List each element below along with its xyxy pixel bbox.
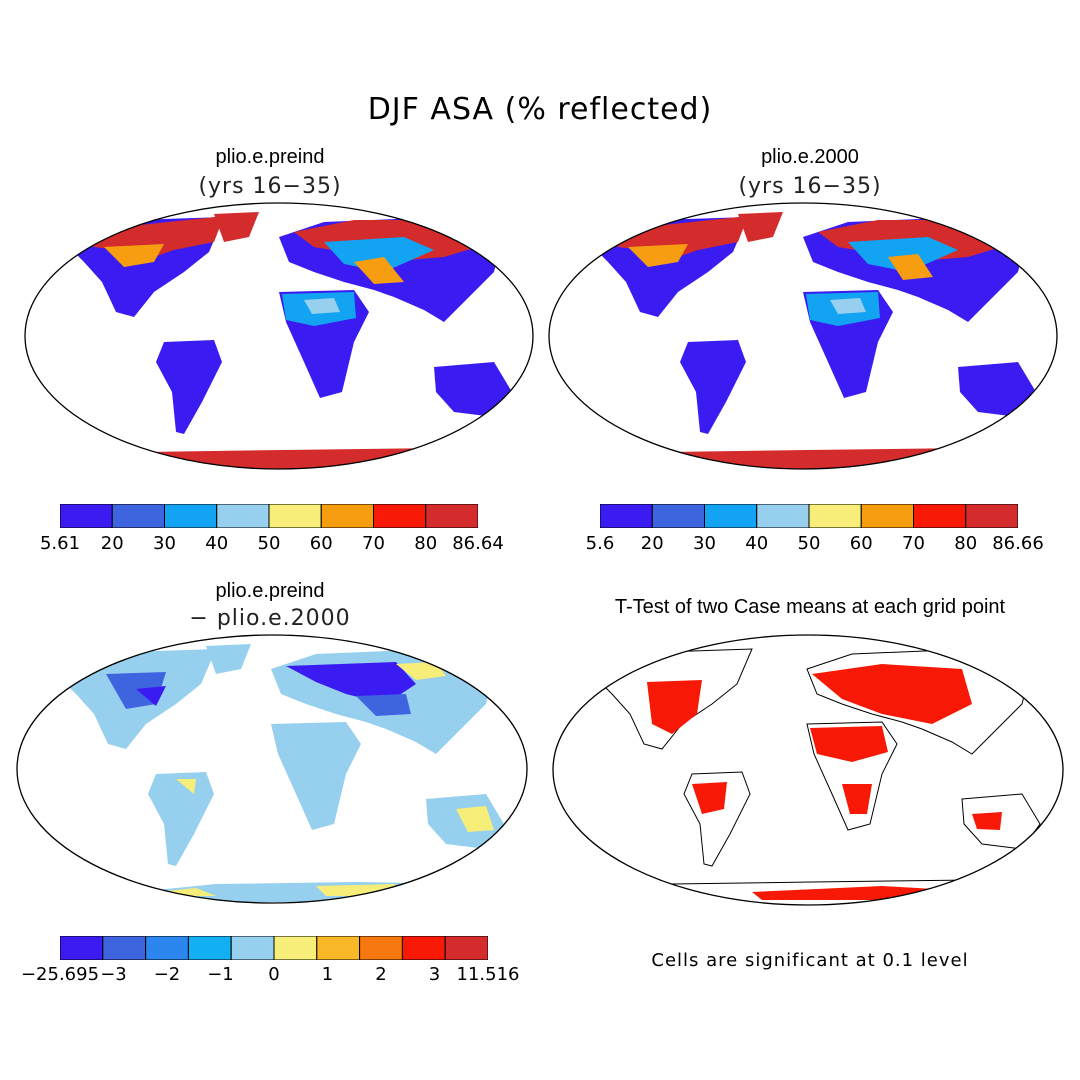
colorbar-segment xyxy=(230,935,275,961)
colorbar-segment xyxy=(59,935,104,961)
colorbar-segment xyxy=(187,935,232,961)
colorbar-segment xyxy=(808,503,862,529)
colorbar-segment xyxy=(599,503,653,529)
colorbar-label: 50 xyxy=(257,533,281,554)
colorbar-label: 1 xyxy=(321,964,334,985)
colorbar-label: −1 xyxy=(207,964,234,985)
colorbar-segment xyxy=(216,503,270,529)
colorbar-segment xyxy=(444,935,489,961)
colorbar-label: 20 xyxy=(100,533,124,554)
panel-2000-title: plio.e.2000 xyxy=(761,146,859,168)
map-2000 xyxy=(548,202,1058,470)
colorbar-label: 2 xyxy=(375,964,387,985)
map-diff-svg xyxy=(16,634,528,904)
colorbar-segment xyxy=(651,503,705,529)
australia xyxy=(434,362,512,417)
colorbar-preind xyxy=(59,503,479,532)
colorbar-segment xyxy=(316,935,361,961)
colorbar-label: 50 xyxy=(797,533,821,554)
south-america xyxy=(156,340,222,434)
colorbar-label: 0 xyxy=(268,964,280,985)
colorbar-segment xyxy=(913,503,967,529)
colorbar-label: 20 xyxy=(640,533,664,554)
antarctica xyxy=(64,448,494,469)
colorbar-label: 70 xyxy=(902,533,925,554)
significance-note: Cells are significant at 0.1 level xyxy=(651,950,969,971)
colorbar-label: 70 xyxy=(362,533,385,554)
map-diff xyxy=(16,634,528,904)
colorbar-label: 60 xyxy=(309,533,333,554)
panel-2000-subtitle: (yrs 16−35) xyxy=(738,174,882,199)
colorbar-segment xyxy=(111,503,165,529)
colorbar-segment xyxy=(164,503,218,529)
colorbar-label: −2 xyxy=(153,964,181,985)
panel-preind-subtitle: (yrs 16−35) xyxy=(198,174,342,199)
panel-diff-title: plio.e.preind xyxy=(215,580,325,602)
colorbar-label: 80 xyxy=(414,533,438,554)
colorbar-label: 86.64 xyxy=(452,533,504,554)
map-ttest-svg xyxy=(552,634,1064,906)
map-2000-svg xyxy=(548,202,1058,470)
panel-preind-title: plio.e.preind xyxy=(215,146,325,168)
colorbar-segment xyxy=(965,503,1019,529)
colorbar-label: 11.516 xyxy=(456,964,520,985)
colorbar-segment xyxy=(145,935,189,961)
colorbar-segment xyxy=(756,503,810,529)
colorbar-segment xyxy=(704,503,758,529)
colorbar-diff xyxy=(59,935,489,964)
colorbar-segment xyxy=(59,503,113,529)
colorbar-label: 86.66 xyxy=(992,533,1044,554)
map-ttest xyxy=(552,634,1064,906)
map-preind-svg xyxy=(24,202,534,470)
colorbar-segment xyxy=(401,935,446,961)
colorbar-label: 3 xyxy=(428,964,441,985)
colorbar-label: 30 xyxy=(153,533,176,554)
colorbar-label: 40 xyxy=(205,533,229,554)
colorbar-segment xyxy=(102,935,147,961)
colorbar-segment xyxy=(320,503,374,529)
colorbar-label: 40 xyxy=(745,533,769,554)
colorbar-label: 5.6 xyxy=(585,533,615,554)
colorbar-segment xyxy=(373,503,427,529)
colorbar-label: −25.695 xyxy=(20,964,100,985)
colorbar-segment xyxy=(273,935,318,961)
map-preind xyxy=(24,202,534,470)
colorbar-segment xyxy=(359,935,403,961)
colorbar-label: −3 xyxy=(100,964,127,985)
panel-diff-subtitle: − plio.e.2000 xyxy=(189,606,351,631)
colorbar-segment xyxy=(860,503,914,529)
colorbar-segment xyxy=(268,503,322,529)
colorbar-label: 5.61 xyxy=(39,533,81,554)
colorbar-label: 80 xyxy=(954,533,978,554)
panel-ttest-title: T-Test of two Case means at each grid po… xyxy=(614,596,1006,618)
colorbar-segment xyxy=(425,503,479,529)
colorbar-label: 30 xyxy=(693,533,716,554)
figure-title: DJF ASA (% reflected) xyxy=(367,92,713,127)
colorbar-label: 60 xyxy=(849,533,873,554)
greenland xyxy=(214,212,259,242)
colorbar-2000 xyxy=(599,503,1019,532)
